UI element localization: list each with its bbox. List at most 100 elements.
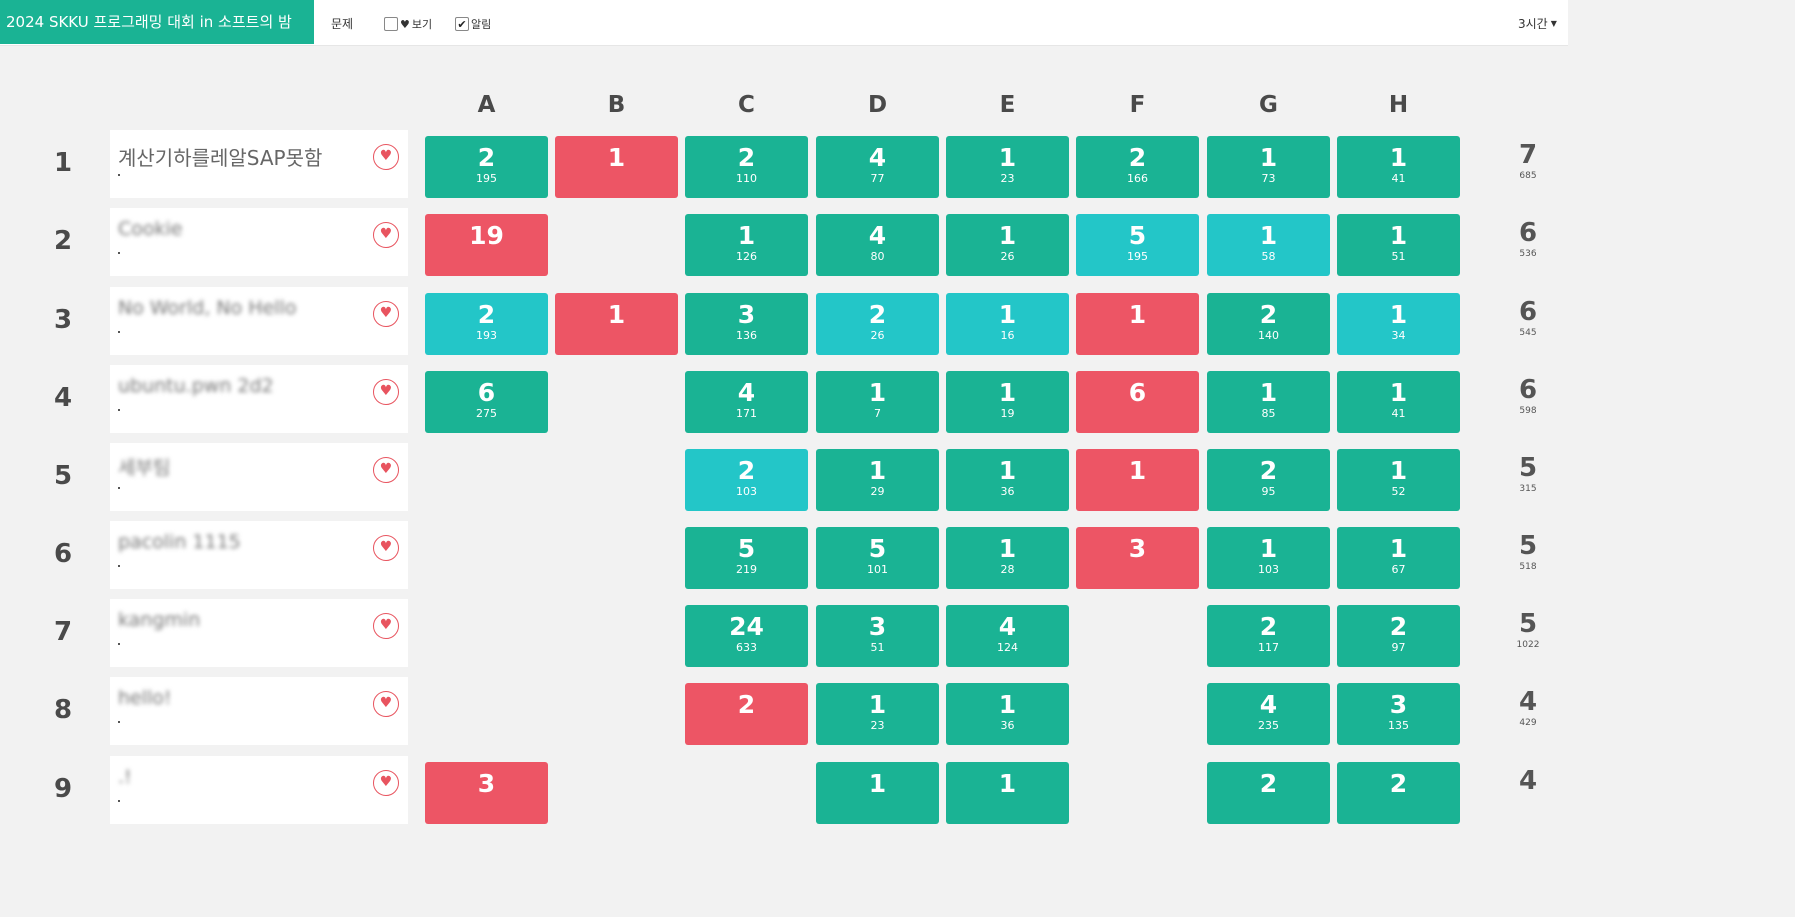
time-range-dropdown[interactable]: 3시간 ▼ xyxy=(1518,15,1557,32)
problem-cell-e[interactable]: 1 16 xyxy=(946,293,1069,355)
problem-cell-g[interactable]: 2 95 xyxy=(1207,449,1330,511)
problem-cell-h[interactable]: 1 67 xyxy=(1337,527,1460,589)
problem-cell-d[interactable]: 4 80 xyxy=(816,214,939,276)
team-card[interactable]: hello! ♥ xyxy=(110,677,408,745)
favorite-heart-icon[interactable]: ♥ xyxy=(373,379,399,405)
problem-cell-f[interactable]: 2 166 xyxy=(1076,136,1199,198)
problem-cell-c[interactable]: 2 xyxy=(685,683,808,745)
problem-cell-e[interactable]: 4 124 xyxy=(946,605,1069,667)
team-card[interactable]: ubuntu.pwn 2d2 ♥ xyxy=(110,365,408,433)
attempt-count: 3 xyxy=(1389,690,1408,719)
problem-cell-g[interactable]: 2 117 xyxy=(1207,605,1330,667)
problem-cell-d[interactable]: 5 101 xyxy=(816,527,939,589)
problem-header-e[interactable]: E xyxy=(999,92,1016,118)
problem-cell-h[interactable]: 1 34 xyxy=(1337,293,1460,355)
problem-cell-c[interactable]: 2 103 xyxy=(685,449,808,511)
problem-cell-c[interactable]: 1 126 xyxy=(685,214,808,276)
team-row: 8 hello! ♥ 2 1 23 1 36 4 235 3 135 4 429 xyxy=(0,677,1568,747)
notify-checkbox[interactable]: ✔ xyxy=(455,17,469,31)
view-favorites-toggle[interactable]: ♥ 보기 xyxy=(384,16,432,32)
problem-cell-d[interactable]: 1 29 xyxy=(816,449,939,511)
team-card[interactable]: 계산기하를레알SAP못함 ♥ xyxy=(110,130,408,198)
problem-cell-f[interactable]: 1 xyxy=(1076,449,1199,511)
team-card[interactable]: pacolin 1115 ♥ xyxy=(110,521,408,589)
problem-cell-c[interactable]: 3 136 xyxy=(685,293,808,355)
problem-cell-a[interactable]: 3 xyxy=(425,762,548,824)
problem-cell-g[interactable]: 4 235 xyxy=(1207,683,1330,745)
favorite-heart-icon[interactable]: ♥ xyxy=(373,301,399,327)
problem-cell-a[interactable]: 6 275 xyxy=(425,371,548,433)
team-card[interactable]: Cookie ♥ xyxy=(110,208,408,276)
attempt-count: 4 xyxy=(737,378,756,407)
problems-link[interactable]: 문제 xyxy=(331,17,354,31)
penalty-time: 598 xyxy=(1519,406,1537,416)
problem-cell-c[interactable]: 24 633 xyxy=(685,605,808,667)
favorite-heart-icon[interactable]: ♥ xyxy=(373,535,399,561)
favorite-heart-icon[interactable]: ♥ xyxy=(373,144,399,170)
favorite-heart-icon[interactable]: ♥ xyxy=(373,222,399,248)
problem-cell-d[interactable]: 1 xyxy=(816,762,939,824)
problem-header-a[interactable]: A xyxy=(477,92,496,118)
problem-cell-e[interactable]: 1 36 xyxy=(946,683,1069,745)
problem-header-c[interactable]: C xyxy=(738,92,755,118)
problem-cell-a[interactable]: 19 xyxy=(425,214,548,276)
problem-cell-e[interactable]: 1 28 xyxy=(946,527,1069,589)
problem-cell-f[interactable]: 5 195 xyxy=(1076,214,1199,276)
problem-cell-d[interactable]: 3 51 xyxy=(816,605,939,667)
problem-cell-g[interactable]: 1 85 xyxy=(1207,371,1330,433)
attempt-count: 1 xyxy=(1259,534,1278,563)
problem-cell-g[interactable]: 1 58 xyxy=(1207,214,1330,276)
notify-toggle[interactable]: ✔ 알림 xyxy=(455,16,491,32)
problem-header-d[interactable]: D xyxy=(867,92,888,118)
problem-header-b[interactable]: B xyxy=(607,92,626,118)
solve-time: 19 xyxy=(1000,407,1015,420)
problem-cell-e[interactable]: 1 26 xyxy=(946,214,1069,276)
problem-cell-h[interactable]: 1 52 xyxy=(1337,449,1460,511)
favorite-heart-icon[interactable]: ♥ xyxy=(373,457,399,483)
favorite-heart-icon[interactable]: ♥ xyxy=(373,613,399,639)
contest-title[interactable]: 2024 SKKU 프로그래밍 대회 in 소프트의 밤 xyxy=(0,0,314,44)
problem-cell-h[interactable]: 2 97 xyxy=(1337,605,1460,667)
team-card[interactable]: No World, No Hello ♥ xyxy=(110,287,408,355)
team-card[interactable]: 세부팀 ♥ xyxy=(110,443,408,511)
problem-cell-c[interactable]: 5 219 xyxy=(685,527,808,589)
problem-cell-f[interactable]: 1 xyxy=(1076,293,1199,355)
solve-time: 235 xyxy=(1258,719,1279,732)
team-rank: 9 xyxy=(53,774,73,804)
problem-cell-d[interactable]: 4 77 xyxy=(816,136,939,198)
problem-cell-b[interactable]: 1 xyxy=(555,293,678,355)
team-card[interactable]: .! ♥ xyxy=(110,756,408,824)
problem-cell-h[interactable]: 1 51 xyxy=(1337,214,1460,276)
problem-cell-g[interactable]: 2 xyxy=(1207,762,1330,824)
team-card[interactable]: kangmin ♥ xyxy=(110,599,408,667)
favorite-heart-icon[interactable]: ♥ xyxy=(373,770,399,796)
problem-cell-h[interactable]: 2 xyxy=(1337,762,1460,824)
problem-cell-a[interactable]: 2 193 xyxy=(425,293,548,355)
favorite-heart-icon[interactable]: ♥ xyxy=(373,691,399,717)
problem-cell-a[interactable]: 2 195 xyxy=(425,136,548,198)
problem-cell-h[interactable]: 3 135 xyxy=(1337,683,1460,745)
view-checkbox[interactable] xyxy=(384,17,398,31)
problem-cell-g[interactable]: 2 140 xyxy=(1207,293,1330,355)
problem-cell-c[interactable]: 4 171 xyxy=(685,371,808,433)
problem-cell-h[interactable]: 1 41 xyxy=(1337,136,1460,198)
problem-cell-h[interactable]: 1 41 xyxy=(1337,371,1460,433)
problem-cell-g[interactable]: 1 103 xyxy=(1207,527,1330,589)
problem-cell-e[interactable]: 1 36 xyxy=(946,449,1069,511)
problem-cell-e[interactable]: 1 23 xyxy=(946,136,1069,198)
problem-cell-g[interactable]: 1 73 xyxy=(1207,136,1330,198)
problem-cell-f[interactable]: 3 xyxy=(1076,527,1199,589)
problem-cell-b[interactable]: 1 xyxy=(555,136,678,198)
problem-cell-d[interactable]: 2 26 xyxy=(816,293,939,355)
problem-cell-c[interactable]: 2 110 xyxy=(685,136,808,198)
attempt-count: 2 xyxy=(1259,769,1278,798)
problem-cell-d[interactable]: 1 23 xyxy=(816,683,939,745)
problem-cell-e[interactable]: 1 19 xyxy=(946,371,1069,433)
problem-header-f[interactable]: F xyxy=(1129,92,1146,118)
problem-cell-e[interactable]: 1 xyxy=(946,762,1069,824)
problem-header-g[interactable]: G xyxy=(1259,92,1278,118)
problem-header-h[interactable]: H xyxy=(1388,92,1409,118)
attempt-count: 1 xyxy=(607,143,626,172)
problem-cell-f[interactable]: 6 xyxy=(1076,371,1199,433)
